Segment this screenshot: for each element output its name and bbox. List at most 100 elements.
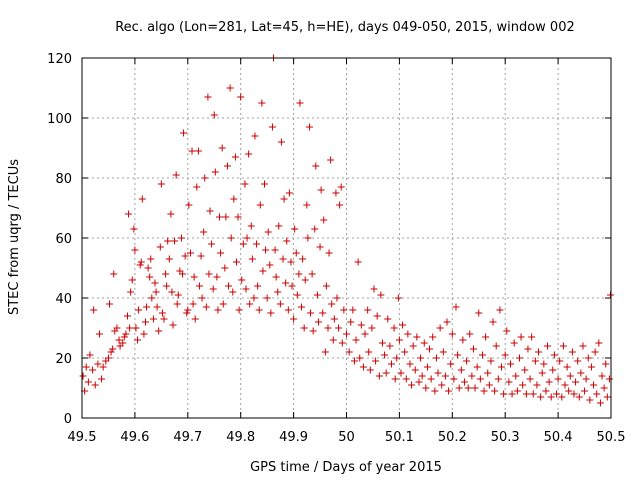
data-point <box>184 306 192 314</box>
data-point <box>329 336 337 344</box>
data-point <box>217 249 225 257</box>
data-point <box>198 294 206 302</box>
data-point <box>441 372 449 380</box>
data-point <box>137 258 145 266</box>
data-point <box>397 369 405 377</box>
data-point <box>138 195 146 203</box>
data-point <box>408 381 416 389</box>
data-point <box>489 318 497 326</box>
x-tick-label: 49.7 <box>173 430 202 445</box>
data-point <box>448 330 456 338</box>
data-point <box>158 309 166 317</box>
data-point <box>515 354 523 362</box>
data-point <box>558 393 566 401</box>
data-point <box>457 366 465 374</box>
data-point <box>404 330 412 338</box>
data-point <box>259 267 267 275</box>
data-point <box>600 384 608 392</box>
data-point <box>177 234 185 242</box>
data-point <box>163 282 171 290</box>
data-point <box>587 363 595 371</box>
data-point <box>540 360 548 368</box>
data-point <box>485 381 493 389</box>
data-point <box>436 324 444 332</box>
data-point <box>459 336 467 344</box>
data-point <box>563 363 571 371</box>
data-point <box>454 351 462 359</box>
data-point <box>321 348 329 356</box>
data-point <box>206 207 214 215</box>
data-point <box>350 357 358 365</box>
y-tick-label: 120 <box>47 52 72 67</box>
data-point <box>370 285 378 293</box>
data-point <box>482 333 490 341</box>
data-point <box>447 360 455 368</box>
data-point <box>167 210 175 218</box>
data-point <box>146 273 154 281</box>
data-point <box>84 378 92 386</box>
data-point <box>464 384 472 392</box>
data-point <box>180 129 188 137</box>
data-point <box>283 237 291 245</box>
data-point <box>106 300 114 308</box>
data-point <box>179 270 187 278</box>
data-point <box>354 258 362 266</box>
data-point <box>205 270 213 278</box>
data-point <box>384 315 392 323</box>
data-point <box>413 333 421 341</box>
data-point <box>285 189 293 197</box>
data-point <box>151 279 159 287</box>
data-point <box>524 345 532 353</box>
data-point <box>579 342 587 350</box>
data-point <box>230 195 238 203</box>
data-point <box>550 351 558 359</box>
x-tick-label: 49.8 <box>226 430 255 445</box>
data-point <box>160 315 168 323</box>
y-tick-label: 40 <box>55 292 72 307</box>
data-point <box>164 237 172 245</box>
data-point <box>122 330 130 338</box>
data-point <box>148 294 156 302</box>
data-point <box>256 201 264 209</box>
data-point <box>382 369 390 377</box>
data-point <box>364 306 372 314</box>
data-point <box>517 333 525 341</box>
data-point <box>254 282 262 290</box>
data-point <box>343 330 350 338</box>
data-point <box>417 354 425 362</box>
data-point <box>295 270 303 278</box>
data-point <box>239 240 247 248</box>
data-point <box>222 213 230 221</box>
data-point <box>248 255 256 263</box>
data-point <box>347 318 355 326</box>
data-point <box>471 384 479 392</box>
data-point <box>320 216 328 224</box>
data-point <box>110 270 118 278</box>
data-point <box>528 333 536 341</box>
data-point <box>209 285 217 293</box>
data-point <box>115 336 123 344</box>
data-point <box>561 381 569 389</box>
data-point <box>409 342 417 350</box>
data-point <box>327 156 335 164</box>
data-point <box>317 186 325 194</box>
data-point <box>262 246 270 254</box>
data-point <box>193 183 201 191</box>
data-point <box>574 357 582 365</box>
data-point <box>345 348 353 356</box>
data-point <box>190 273 198 281</box>
data-point <box>152 288 160 296</box>
data-point <box>319 309 327 317</box>
data-point <box>544 342 552 350</box>
data-point <box>255 306 263 314</box>
data-point <box>120 333 128 341</box>
data-point <box>420 339 428 347</box>
x-tick-label: 50.3 <box>491 430 520 445</box>
data-point <box>299 255 307 263</box>
data-point <box>194 147 202 155</box>
data-point <box>238 276 246 284</box>
data-point <box>513 387 521 395</box>
data-point <box>271 246 279 254</box>
data-point <box>109 345 117 353</box>
data-point <box>134 336 142 344</box>
